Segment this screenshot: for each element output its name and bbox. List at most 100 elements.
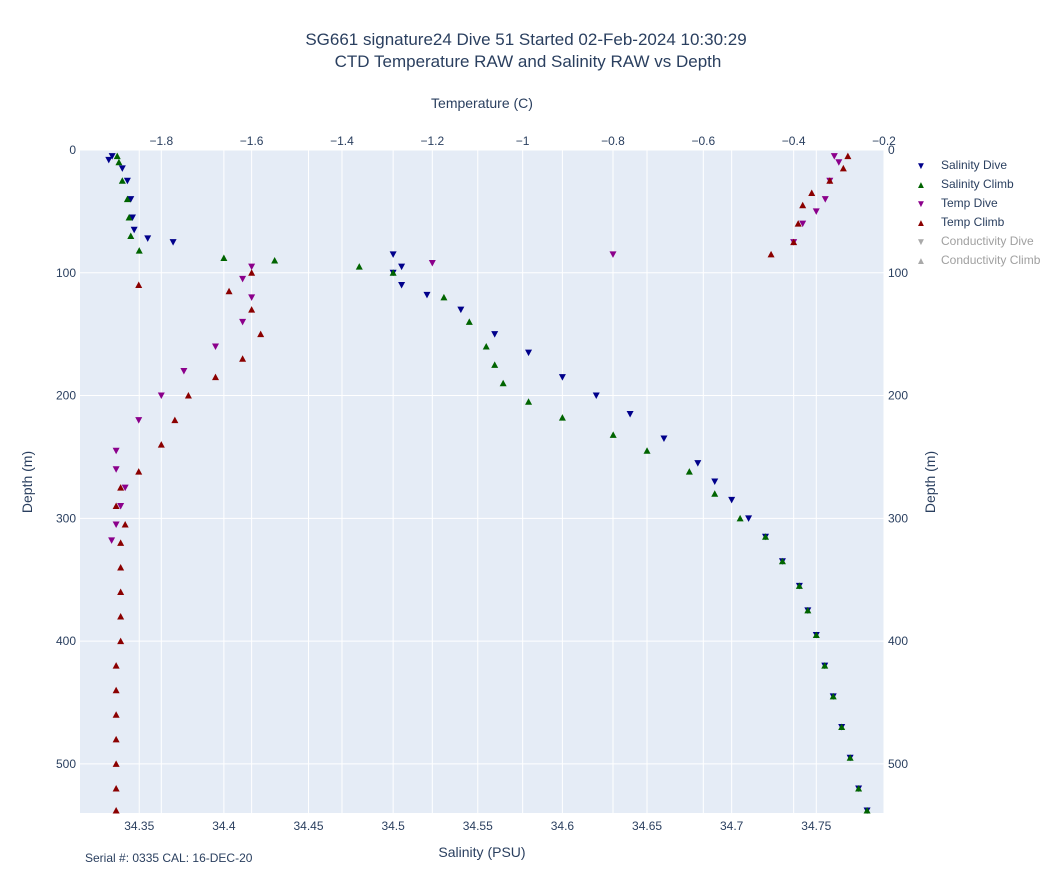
depth-tick-label-left: 500 <box>56 757 76 771</box>
temp-dive-point <box>821 196 829 203</box>
temp-dive-point <box>830 153 838 160</box>
legend-marker-icon: ▼ <box>916 237 926 248</box>
legend-marker-icon: ▼ <box>916 199 926 210</box>
salinity-dive-point <box>457 306 465 314</box>
depth-tick-label-left: 100 <box>56 266 76 280</box>
depth-tick-label-right: 200 <box>888 389 908 403</box>
salinity-climb-point <box>762 533 770 540</box>
legend-marker-icon: ▲ <box>916 180 926 191</box>
temperature-tick-label: −1.4 <box>330 134 354 148</box>
salinity-climb-point <box>125 214 133 221</box>
temp-climb-point <box>117 484 125 491</box>
temp-climb-point <box>248 269 256 276</box>
salinity-dive-point <box>130 226 138 234</box>
temperature-tick-label: −0.4 <box>782 134 806 148</box>
salinity-climb-point <box>499 379 507 387</box>
salinity-climb-point <box>821 662 829 669</box>
salinity-dive-point <box>169 239 177 246</box>
salinity-dive-point <box>389 251 397 258</box>
salinity-climb-point <box>389 269 397 276</box>
salinity-tick-label: 34.45 <box>293 819 323 833</box>
salinity-dive-point <box>558 374 566 381</box>
temp-dive-point <box>248 263 256 271</box>
salinity-climb-point <box>778 557 786 565</box>
axis-ticks: 34.35 34.4 34.45 34.5 34.55 34.6 34.65 34.7 34.7… <box>56 134 908 833</box>
temperature-tick-label: −1.8 <box>149 134 173 148</box>
temperature-axis-title: Temperature (C) <box>431 95 533 111</box>
salinity-climb-point <box>127 232 135 239</box>
depth-tick-label-left: 0 <box>69 143 76 157</box>
salinity-dive-point <box>745 515 753 522</box>
salinity-climb-point <box>812 631 820 638</box>
temp-climb-point <box>790 238 798 246</box>
temp-climb-point <box>212 373 220 381</box>
temp-climb-point <box>135 468 143 475</box>
temp-climb-point <box>117 539 125 546</box>
legend-item-label: Conductivity Climb <box>941 253 1041 267</box>
salinity-climb-point <box>711 490 719 497</box>
salinity-climb-point <box>685 468 693 475</box>
temp-dive-point <box>239 275 247 283</box>
salinity-climb-point <box>863 807 871 814</box>
legend-marker-icon: ▲ <box>916 218 926 229</box>
chart-title-line1: SG661 signature24 Dive 51 Started 02-Feb… <box>305 30 746 49</box>
temp-climb-point <box>157 441 165 448</box>
salinity-climb-point <box>118 177 126 184</box>
temperature-tick-label: −1 <box>516 134 530 148</box>
temp-dive-point <box>428 259 436 267</box>
salinity-dive-point <box>108 153 116 160</box>
temp-climb-point <box>794 220 802 227</box>
salinity-tick-label: 34.7 <box>720 819 744 833</box>
temp-dive-point <box>212 343 220 350</box>
temp-dive-point <box>117 503 125 510</box>
salinity-dive-point <box>144 235 152 242</box>
salinity-climb-point <box>855 784 863 792</box>
salinity-climb-point <box>525 398 533 405</box>
salinity-tick-label: 34.5 <box>381 819 405 833</box>
salinity-climb-point <box>482 342 490 350</box>
temp-dive-point <box>812 208 820 215</box>
temp-climb-point <box>135 281 143 289</box>
temperature-tick-label: −0.6 <box>691 134 715 148</box>
temp-climb-point <box>112 760 120 767</box>
salinity-tick-label: 34.75 <box>801 819 831 833</box>
salinity-climb-point <box>220 254 228 262</box>
temp-climb-point <box>844 152 852 160</box>
salinity-dive-point <box>127 196 135 203</box>
temp-dive-point <box>157 392 165 400</box>
salinity-dive-point <box>711 478 719 485</box>
legend: ▼ Salinity Dive ▲ Salinity Climb ▼ Temp Dive ▲… <box>916 158 1041 267</box>
temp-dive-point <box>112 466 120 473</box>
temperature-tick-label: −0.2 <box>872 134 896 148</box>
salinity-climb-point <box>135 247 143 254</box>
temp-dive-point <box>248 294 256 301</box>
salinity-climb-point <box>271 257 279 264</box>
data-points <box>105 152 871 815</box>
legend-marker-icon: ▼ <box>916 161 926 172</box>
legend-item-label: Salinity Dive <box>941 158 1007 172</box>
salinity-tick-label: 34.6 <box>551 819 575 833</box>
salinity-climb-point <box>465 318 473 325</box>
salinity-dive-point <box>128 214 136 222</box>
depth-tick-label-left: 300 <box>56 511 76 525</box>
salinity-climb-point <box>491 361 499 368</box>
salinity-climb-point <box>846 754 854 761</box>
depth-tick-label-right: 100 <box>888 266 908 280</box>
salinity-axis-title: Salinity (PSU) <box>438 844 525 860</box>
salinity-tick-label: 34.55 <box>463 819 493 833</box>
salinity-dive-point <box>423 291 431 299</box>
legend-marker-icon: ▲ <box>916 256 926 267</box>
depth-tick-label-right: 500 <box>888 757 908 771</box>
salinity-climb-point <box>829 692 837 700</box>
temp-dive-point <box>135 417 143 424</box>
chart-title-line2: CTD Temperature RAW and Salinity RAW vs … <box>335 52 722 71</box>
temp-climb-point <box>112 686 120 694</box>
salinity-dive-point <box>398 282 406 289</box>
temp-climb-point <box>767 250 775 258</box>
salinity-climb-point <box>355 263 363 270</box>
depth-tick-label-right: 400 <box>888 634 908 648</box>
salinity-tick-label: 34.4 <box>212 819 236 833</box>
depth-axis-title-right: Depth (m) <box>922 451 938 513</box>
temp-climb-point <box>799 201 807 209</box>
temp-dive-point <box>112 521 120 528</box>
